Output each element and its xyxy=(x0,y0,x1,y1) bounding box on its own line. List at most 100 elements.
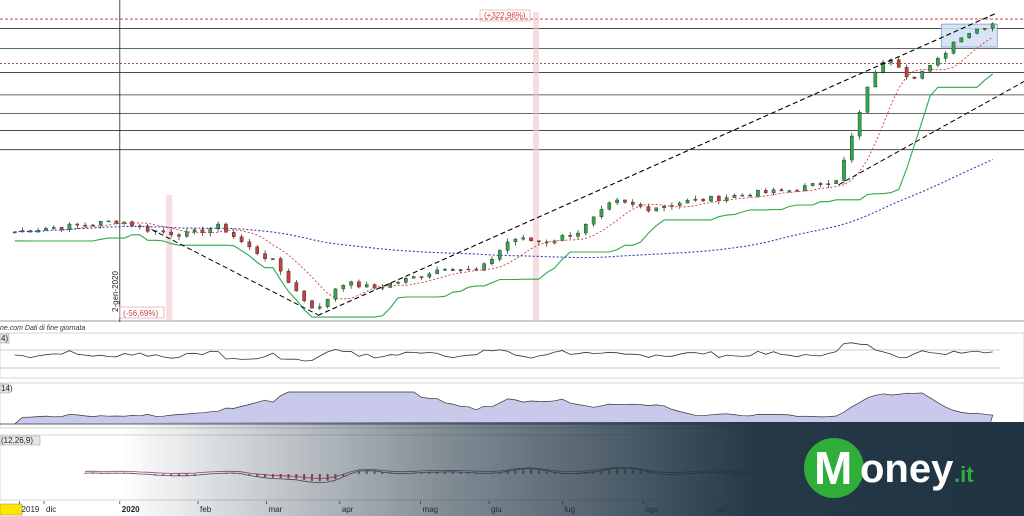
volatility-panel-label-box xyxy=(0,383,10,394)
candle-body xyxy=(513,238,518,243)
brand-name: oney xyxy=(860,447,954,491)
x-axis-highlight-box xyxy=(0,503,23,516)
candle-body xyxy=(12,231,17,234)
candle-body xyxy=(145,225,150,232)
candle-body xyxy=(779,189,784,192)
candle-body xyxy=(717,195,721,201)
candle-body xyxy=(795,190,799,192)
brand-logo: M oney .it xyxy=(800,436,1000,500)
x-tick-label: dic xyxy=(46,505,56,514)
candle-body xyxy=(122,221,127,224)
candle-body xyxy=(91,224,95,227)
candle-body xyxy=(505,241,510,251)
candle-body xyxy=(623,199,627,203)
candle-body xyxy=(396,282,400,284)
candle-body xyxy=(161,230,166,233)
volatility-area xyxy=(0,391,994,425)
downtrend-line xyxy=(151,228,319,316)
candle-body xyxy=(231,232,236,237)
brand-logo-letter: M xyxy=(814,442,852,494)
candle-body xyxy=(983,28,987,30)
candle-body xyxy=(756,190,760,197)
candle-body xyxy=(599,209,604,218)
secondary-uptrend-line xyxy=(838,81,1024,186)
candle-body xyxy=(685,200,690,204)
candle-body xyxy=(959,37,964,43)
candle-body xyxy=(286,270,291,283)
rsi-panel-label-box xyxy=(0,333,10,344)
candle-body xyxy=(967,33,971,38)
candle-body xyxy=(724,197,729,201)
candle-body xyxy=(646,206,651,212)
candle-body xyxy=(67,223,72,230)
candle-body xyxy=(787,190,792,192)
candle-body xyxy=(482,263,486,271)
macd-panel-label: (12,26,9) xyxy=(1,436,33,445)
drop-annotation-box xyxy=(119,306,165,319)
macd-histogram-bar xyxy=(107,473,110,474)
candle-body xyxy=(771,189,776,194)
candle-body xyxy=(380,287,385,289)
candle-body xyxy=(975,28,979,34)
candle-body xyxy=(818,183,823,185)
candle-body xyxy=(591,216,596,225)
candle-body xyxy=(928,64,932,72)
candle-body xyxy=(826,183,831,185)
candle-body xyxy=(177,234,181,237)
candle-body xyxy=(427,273,432,278)
candle-body xyxy=(584,224,588,234)
candle-body xyxy=(990,23,995,29)
candle-body xyxy=(693,198,698,201)
candle-body xyxy=(325,298,330,308)
candle-body xyxy=(98,220,103,226)
gain-annotation-box xyxy=(479,9,531,22)
macd-histogram-bar xyxy=(99,473,102,474)
candle-body xyxy=(216,223,220,230)
rsi-panel xyxy=(0,332,1024,379)
candle-body xyxy=(865,86,870,113)
candle-body xyxy=(59,227,64,230)
candle-body xyxy=(458,269,463,271)
candle-body xyxy=(943,52,948,59)
date-marker-label: 2-gen-2020 xyxy=(111,271,120,312)
candle-body xyxy=(169,231,173,235)
candle-body xyxy=(349,281,353,286)
main-uptrend-line xyxy=(317,12,998,316)
candle-body xyxy=(904,67,909,78)
candle-body xyxy=(44,228,48,231)
candle-body xyxy=(748,194,752,197)
brand-logo-circle xyxy=(804,438,864,498)
candle-body xyxy=(75,223,80,226)
trailing-stop-green xyxy=(14,73,994,318)
candle-body xyxy=(239,236,244,243)
candle-body xyxy=(419,276,424,278)
candle-body xyxy=(310,300,314,309)
rsi-line xyxy=(14,342,993,362)
candle-body xyxy=(881,62,885,73)
gain-annotation: (+322,96%) xyxy=(484,11,526,20)
macd-panel-label-box xyxy=(0,435,41,446)
candle-body xyxy=(873,71,878,88)
candle-body xyxy=(404,278,408,283)
macd-histogram-bar xyxy=(115,473,118,474)
candle-body xyxy=(435,269,439,275)
candle-body xyxy=(654,207,659,212)
candle-body xyxy=(192,229,197,232)
candle-body xyxy=(184,231,189,237)
candle-body xyxy=(615,199,619,203)
candle-body xyxy=(451,269,455,271)
candle-body xyxy=(560,235,565,241)
candle-body xyxy=(318,306,322,309)
candle-body xyxy=(302,290,306,301)
volatility-panel-label: 14) xyxy=(1,384,13,393)
short-moving-average xyxy=(61,36,993,300)
candle-body xyxy=(740,194,745,197)
candle-body xyxy=(810,183,815,186)
candle-body xyxy=(200,229,205,233)
macd-histogram-bar xyxy=(91,473,94,474)
candle-body xyxy=(411,276,416,279)
candle-body xyxy=(51,227,56,229)
candle-body xyxy=(255,246,260,254)
candle-body xyxy=(490,259,494,264)
